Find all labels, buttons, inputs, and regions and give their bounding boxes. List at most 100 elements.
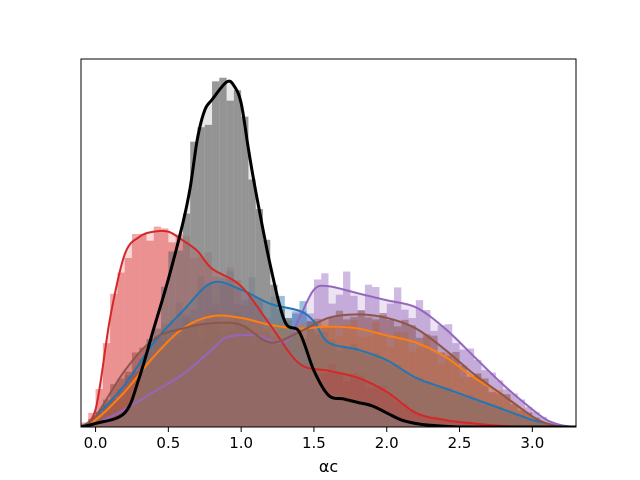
histogram-bar: [335, 395, 344, 427]
histogram-bar: [95, 411, 103, 427]
kde-lines: [81, 79, 576, 427]
histogram-bar: [262, 239, 271, 427]
plot-frame: [80, 58, 577, 428]
histogram-bar: [277, 308, 285, 427]
histogram-bar: [226, 100, 234, 427]
histogram-bar: [197, 127, 205, 427]
histogram-bar: [161, 286, 169, 427]
histogram-bar: [510, 404, 518, 427]
histogram-bar: [299, 346, 307, 427]
histogram-bar: [335, 310, 344, 427]
histogram-bar: [539, 422, 547, 427]
histogram-bar: [153, 226, 162, 427]
histogram-bar: [328, 395, 336, 427]
histogram-bar: [364, 317, 373, 427]
histogram-bar: [131, 389, 140, 427]
histogram-bar: [255, 209, 263, 427]
histogram-bar: [95, 389, 103, 427]
histogram-bar: [95, 421, 103, 427]
histogram-bar: [270, 284, 278, 427]
histogram-bar: [321, 326, 329, 427]
histogram-bar: [408, 421, 416, 427]
histogram-bar: [350, 402, 358, 427]
histogram-bar: [153, 328, 162, 427]
histogram-bar: [110, 293, 118, 427]
histogram-bar: [517, 410, 526, 427]
histogram-bar: [124, 371, 132, 427]
histogram-bar: [401, 421, 409, 427]
histogram-bar: [394, 326, 402, 427]
histogram-bar: [102, 399, 111, 427]
kde-line: [81, 313, 576, 427]
histogram-bar: [292, 331, 300, 427]
histogram-bar: [102, 343, 111, 427]
kde-line: [81, 229, 576, 427]
histogram-bar: [110, 416, 118, 427]
histogram-bar: [233, 90, 242, 427]
kde-fill: [81, 230, 576, 427]
histogram-bar: [379, 312, 387, 427]
x-tick-label: 0.0: [84, 434, 108, 452]
x-tick-label: 2.5: [448, 434, 472, 452]
histogram-bar: [131, 234, 140, 427]
kde-fill: [81, 81, 576, 427]
histogram-bar: [415, 337, 424, 427]
histogram-bar: [146, 338, 154, 427]
histogram-bar: [241, 116, 249, 427]
histogram-bar: [102, 420, 111, 427]
histogram-bar: [321, 392, 329, 427]
histogram-bar: [110, 384, 118, 427]
histogram-bar: [182, 213, 191, 427]
histogram-bar: [306, 356, 314, 427]
histogram-bar: [190, 141, 198, 427]
histogram-bar: [284, 317, 293, 427]
histogram-bar: [313, 318, 322, 427]
kde-line: [81, 284, 576, 427]
x-axis-label: αc: [319, 457, 338, 476]
histogram-bar: [146, 240, 154, 427]
histogram-bar: [357, 310, 365, 427]
histogram-bar: [423, 334, 431, 427]
x-tick-label: 2.0: [375, 434, 399, 452]
histogram-bar: [124, 405, 132, 427]
histogram-bar: [437, 352, 445, 427]
histogram-bar: [495, 393, 504, 427]
histogram-bar: [212, 81, 220, 427]
histogram-bar: [343, 319, 351, 427]
histogram-bar: [466, 377, 475, 427]
histogram-bar: [204, 124, 213, 427]
kde-line: [81, 280, 576, 427]
histogram-bar: [219, 77, 227, 427]
histogram-bar: [313, 375, 322, 427]
histogram-bar: [364, 404, 373, 427]
histogram-bar: [372, 410, 380, 427]
histogram-bar: [117, 378, 125, 427]
histogram-bar: [394, 419, 402, 427]
histogram-bar: [124, 258, 132, 427]
histogram-bar: [379, 410, 387, 427]
x-tick-label: 3.0: [520, 434, 544, 452]
histogram-bar: [459, 365, 467, 427]
histogram-bar: [139, 358, 147, 427]
histogram-bar: [386, 320, 395, 427]
histogram-bar: [139, 233, 147, 427]
histogram-bar: [117, 272, 125, 427]
histogram-bar: [168, 251, 176, 427]
histogram-bar: [386, 413, 395, 427]
histogram-bar: [430, 335, 438, 427]
histogram-bars: [81, 77, 569, 427]
histogram-bar: [372, 319, 380, 427]
histogram-bar: [248, 179, 256, 427]
histogram-bar: [350, 317, 358, 427]
x-tick-label: 1.0: [229, 434, 253, 452]
x-tick-label: 0.5: [156, 434, 180, 452]
kde-line: [81, 79, 576, 427]
histogram-bar: [444, 355, 453, 427]
histogram-bar: [452, 351, 460, 427]
histogram-bar: [117, 412, 125, 427]
histogram-bar: [343, 401, 351, 427]
histogram-bar: [357, 400, 365, 427]
histogram-bar: [401, 319, 409, 427]
histogram-bar: [532, 417, 540, 427]
